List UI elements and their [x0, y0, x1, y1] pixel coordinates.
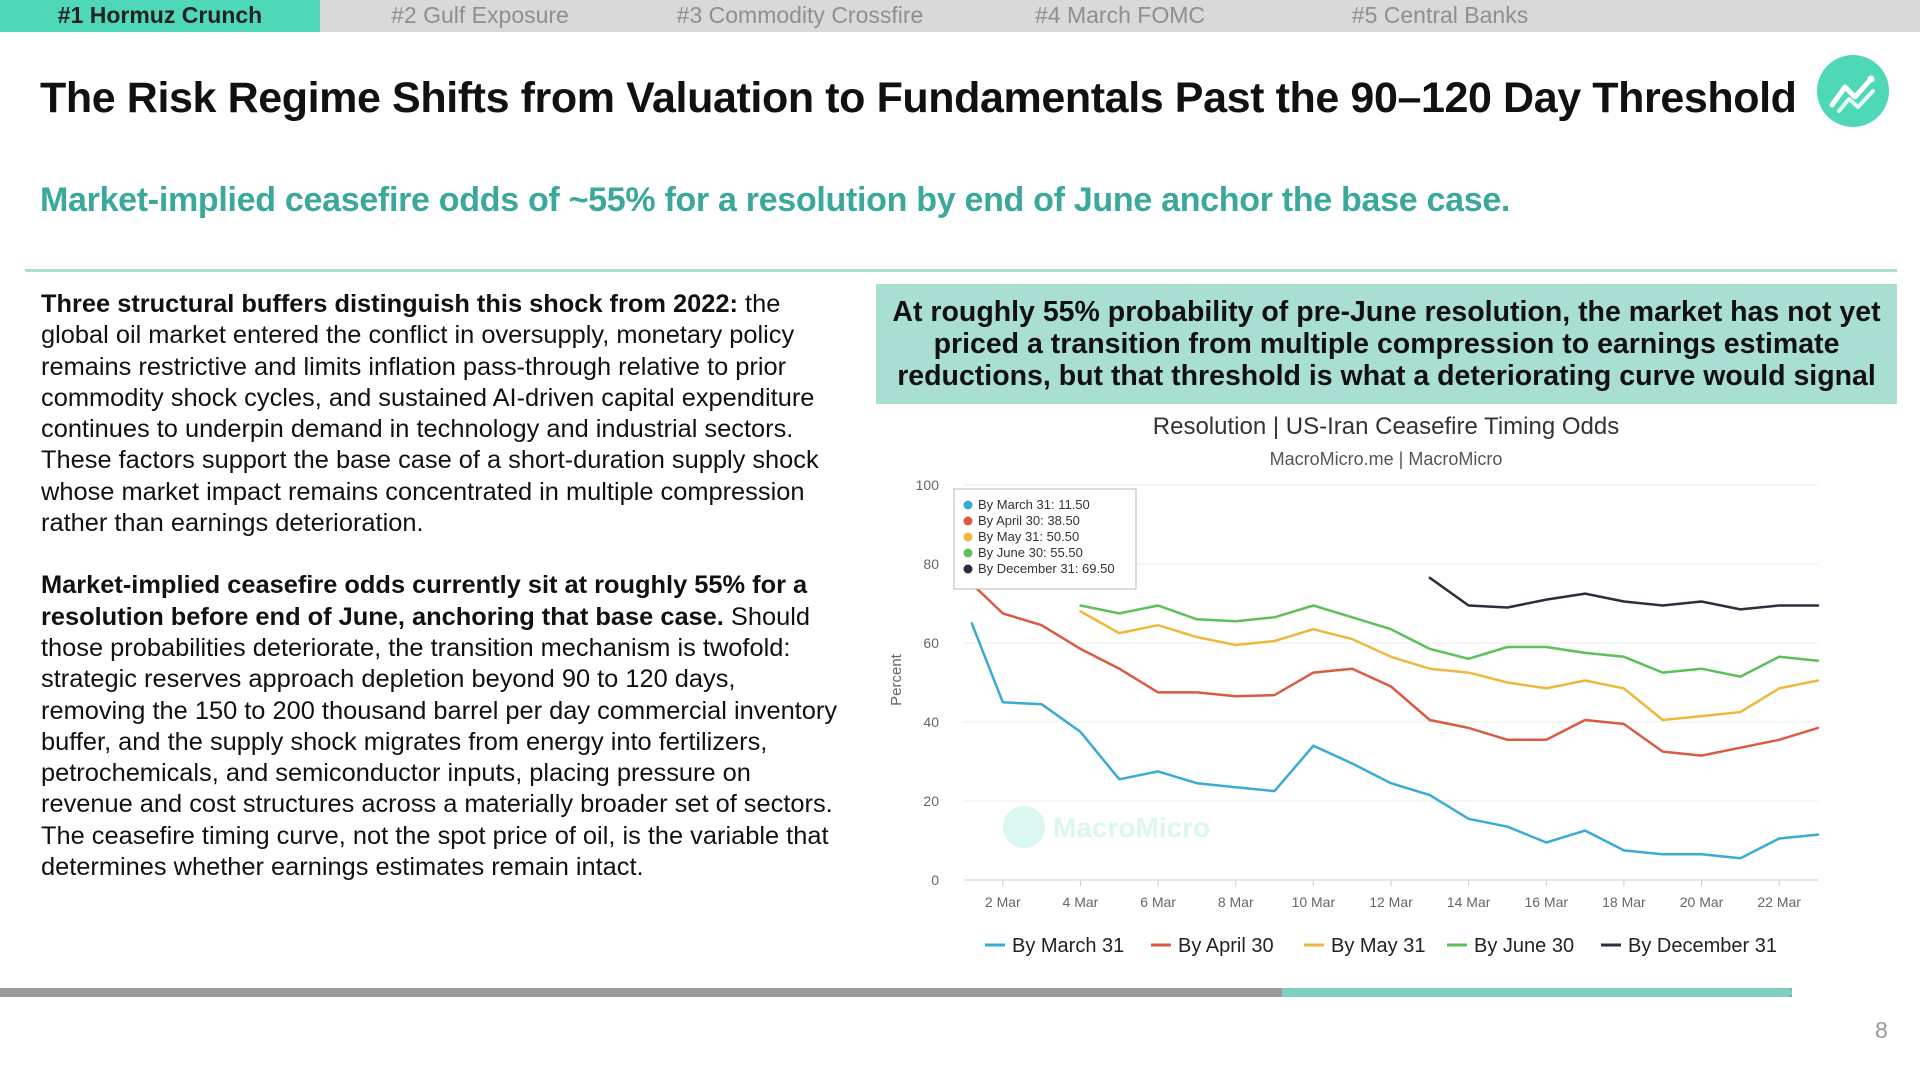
- tooltip-dot-april: [963, 516, 973, 526]
- tab-commodity-crossfire[interactable]: #3 Commodity Crossfire: [676, 2, 924, 28]
- x-tick-label: 6 Mar: [1140, 894, 1176, 910]
- tooltip-item-december: By December 31: 69.50: [978, 561, 1115, 576]
- series-line-april: [970, 582, 1820, 757]
- chart-tooltip: By March 31: 11.50 By April 30: 38.50 By…: [953, 488, 1137, 590]
- progress-track: [0, 988, 1792, 997]
- tooltip-item-may: By May 31: 50.50: [978, 529, 1079, 544]
- tooltip-dot-may: [963, 532, 973, 542]
- legend-label-may: By May 31: [1331, 935, 1425, 957]
- tab-gulf-exposure[interactable]: #2 Gulf Exposure: [391, 2, 569, 28]
- series-line-may: [1079, 610, 1820, 722]
- legend-label-june: By June 30: [1474, 935, 1574, 957]
- chart-subtitle: MacroMicro.me | MacroMicro: [1270, 449, 1503, 469]
- series-line-december: [1428, 576, 1820, 611]
- x-tick-label: 16 Mar: [1524, 894, 1568, 910]
- chart-title: Resolution | US-Iran Ceasefire Timing Od…: [1153, 413, 1619, 440]
- x-tick-label: 14 Mar: [1447, 894, 1491, 910]
- x-tick-label: 20 Mar: [1680, 894, 1724, 910]
- y-tick-label: 100: [916, 477, 940, 493]
- y-ticks: 0 20 40 60 80 100: [916, 477, 940, 888]
- tooltip-item-june: By June 30: 55.50: [978, 545, 1083, 560]
- y-axis-label: Percent: [888, 653, 905, 706]
- callout-text: At roughly 55% probability of pre-June r…: [892, 296, 1881, 392]
- legend-label-april: By April 30: [1178, 935, 1274, 957]
- body-text: Three structural buffers distinguish thi…: [41, 289, 841, 883]
- tab-bar: #1 Hormuz Crunch #2 Gulf Exposure #3 Com…: [0, 0, 1920, 32]
- tab-central-banks[interactable]: #5 Central Banks: [1351, 2, 1529, 28]
- tab-hormuz-crunch[interactable]: #1 Hormuz Crunch: [0, 0, 320, 32]
- tooltip-dot-december: [963, 564, 973, 574]
- legend-item-march[interactable]: By March 31: [985, 935, 1124, 957]
- section-divider: [25, 269, 1897, 272]
- watermark-text: MacroMicro: [1053, 812, 1210, 843]
- page-title: The Risk Regime Shifts from Valuation to…: [40, 74, 1797, 122]
- x-tick-label: 4 Mar: [1063, 894, 1099, 910]
- y-tick-label: 40: [923, 714, 939, 730]
- callout-box: At roughly 55% probability of pre-June r…: [876, 284, 1897, 404]
- body-paragraph-1-text: the global oil market entered the confli…: [41, 290, 819, 538]
- series-line-june: [1079, 604, 1820, 678]
- body-paragraph-1-lead: Three structural buffers distinguish thi…: [41, 290, 738, 318]
- body-paragraph-2: Market-implied ceasefire odds currently …: [41, 570, 841, 883]
- x-tick-label: 8 Mar: [1218, 894, 1254, 910]
- x-tick-label: 12 Mar: [1369, 894, 1413, 910]
- x-tick-label: 2 Mar: [985, 894, 1021, 910]
- y-tick-label: 80: [923, 556, 939, 572]
- y-tick-label: 60: [923, 635, 939, 651]
- y-tick-label: 0: [931, 872, 939, 888]
- x-ticks: 2 Mar 4 Mar 6 Mar 8 Mar 10 Mar 12 Mar 14 Mar 16…: [985, 880, 1801, 910]
- body-paragraph-2-lead: Market-implied ceasefire odds currently …: [41, 571, 808, 631]
- tooltip-dot-march: [963, 500, 973, 510]
- legend-label-march: By March 31: [1012, 935, 1124, 957]
- page-subtitle: Market-implied ceasefire odds of ~55% fo…: [40, 181, 1511, 219]
- x-tick-label: 10 Mar: [1292, 894, 1336, 910]
- legend-item-april[interactable]: By April 30: [1151, 935, 1274, 957]
- tooltip-dot-june: [963, 548, 973, 558]
- tooltip-item-march: By March 31: 11.50: [978, 497, 1090, 512]
- tab-march-fomc[interactable]: #4 March FOMC: [1035, 2, 1205, 28]
- y-tick-label: 20: [923, 793, 939, 809]
- x-tick-label: 18 Mar: [1602, 894, 1646, 910]
- legend-item-december[interactable]: By December 31: [1601, 935, 1777, 957]
- progress-segment: [1282, 988, 1792, 997]
- legend-item-may[interactable]: By May 31: [1304, 935, 1425, 957]
- body-paragraph-1: Three structural buffers distinguish thi…: [41, 289, 841, 539]
- chart-legend: By March 31 By April 30 By May 31 By Jun…: [985, 935, 1777, 957]
- tooltip-item-april: By April 30: 38.50: [978, 513, 1080, 528]
- page-number: 8: [1875, 1017, 1888, 1043]
- series-lines: [970, 576, 1820, 860]
- x-tick-label: 22 Mar: [1757, 894, 1801, 910]
- watermark: MacroMicro: [1003, 806, 1210, 848]
- ceasefire-odds-chart: Resolution | US-Iran Ceasefire Timing Od…: [888, 413, 1820, 957]
- series-line-march: [970, 622, 1820, 860]
- body-paragraph-2-text: Should those probabilities deteriorate, …: [41, 602, 838, 882]
- legend-label-december: By December 31: [1628, 935, 1777, 957]
- legend-item-june[interactable]: By June 30: [1447, 935, 1574, 957]
- trend-line-chart-icon: [1817, 55, 1889, 127]
